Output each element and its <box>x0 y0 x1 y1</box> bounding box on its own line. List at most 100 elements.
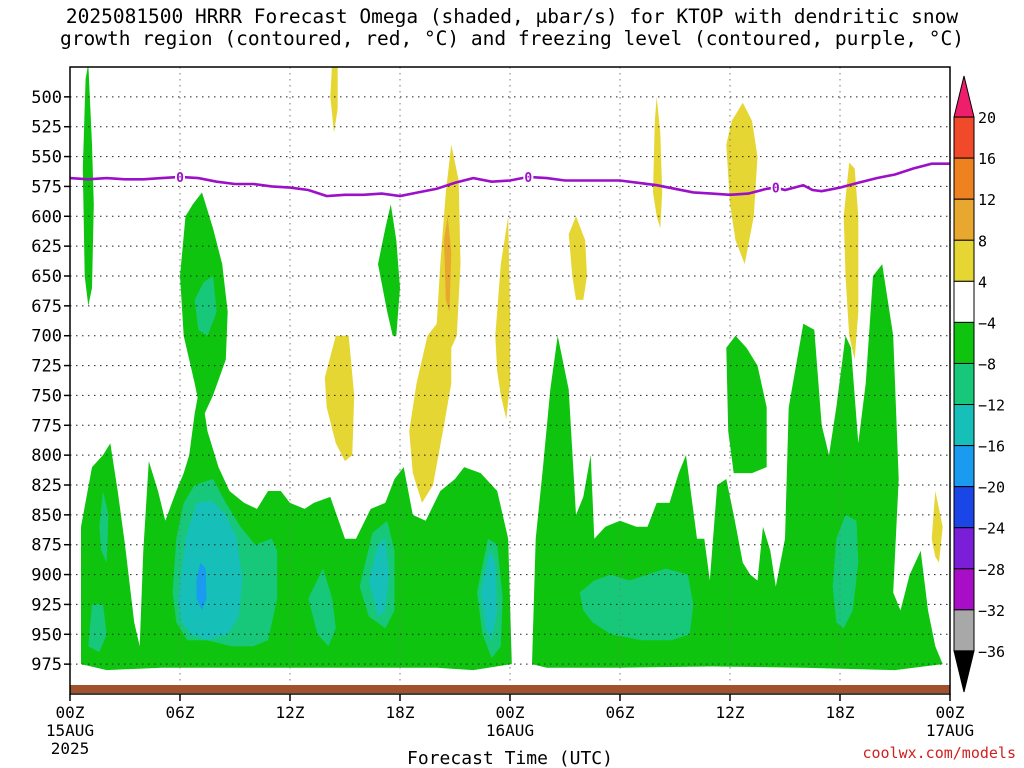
omega-region-4-0 <box>324 335 355 462</box>
colorbar-label-1: 16 <box>978 150 996 168</box>
omega-region-1-3 <box>194 276 217 336</box>
y-tick-label-875: 875 <box>31 536 62 556</box>
colorbar-swatch-0 <box>953 75 975 118</box>
colorbar-label-2: 12 <box>978 191 996 209</box>
y-tick-label-650: 650 <box>31 267 62 287</box>
colorbar-swatch-12 <box>953 568 975 611</box>
freezing-label-bg-0 <box>175 169 185 184</box>
y-tick-label-575: 575 <box>31 177 62 197</box>
omega-region-1-7 <box>579 568 694 641</box>
colorbar: 20 16 12 8 4 −4 −8 −12 −16 −20 −24 −28 −32 −36 <box>953 75 1005 693</box>
omega-region-4-7 <box>843 162 859 360</box>
x-tick-label-42: 18Z <box>826 703 855 722</box>
ground-surface <box>70 685 950 693</box>
omega-shading <box>81 67 943 671</box>
colorbar-label-11: −28 <box>978 561 1005 579</box>
y-tick-label-775: 775 <box>31 416 62 436</box>
x-tick-label-12: 12Z <box>276 703 305 722</box>
freezing-level-label-0: 0 <box>176 171 184 186</box>
x-date-label-24: 16AUG <box>486 721 534 740</box>
y-tick-label-725: 725 <box>31 357 62 377</box>
freezing-level-contour: 0 0 0 <box>70 162 950 198</box>
title-line-2: growth region (contoured, red, °C) and f… <box>60 27 964 50</box>
colorbar-swatch-10 <box>953 486 975 529</box>
x-tick-label-48: 00Z <box>936 703 965 722</box>
y-tick-label-925: 925 <box>31 595 62 615</box>
y-tick-label-550: 550 <box>31 148 62 168</box>
colorbar-swatch-9 <box>953 445 975 488</box>
y-tick-label-975: 975 <box>31 655 62 675</box>
y-tick-label-625: 625 <box>31 237 62 257</box>
x-tick-label-18: 18Z <box>386 703 415 722</box>
y-tick-label-850: 850 <box>31 506 62 526</box>
colorbar-label-8: −16 <box>978 438 1005 456</box>
x-axis-label: Forecast Time (UTC) <box>407 748 613 768</box>
y-tick-label-750: 750 <box>31 386 62 406</box>
y-tick-label-825: 825 <box>31 476 62 496</box>
chart-title: 2025081500 HRRR Forecast Omega (shaded, … <box>0 6 1024 50</box>
freezing-level-label-1: 0 <box>524 171 532 186</box>
omega-region-1-0 <box>88 604 107 653</box>
omega-region-2-1 <box>368 538 389 617</box>
colorbar-label-5: −4 <box>978 314 996 332</box>
omega-region-1-4 <box>308 568 336 647</box>
x-date-label-0: 15AUG <box>46 721 94 740</box>
colorbar-label-9: −20 <box>978 479 1005 497</box>
colorbar-swatch-2 <box>953 157 975 200</box>
colorbar-label-6: −8 <box>978 355 996 373</box>
colorbar-swatch-3 <box>953 198 975 241</box>
freezing-label-bg-1 <box>523 169 534 184</box>
omega-region-2-0 <box>178 500 243 641</box>
x-date-label-48: 17AUG <box>926 721 974 740</box>
colorbar-label-0: 20 <box>978 109 996 127</box>
omega-region-4-4 <box>568 216 587 300</box>
y-tick-label-950: 950 <box>31 625 62 645</box>
colorbar-swatch-14 <box>953 650 975 693</box>
omega-region-4-3 <box>495 216 510 420</box>
colorbar-label-3: 8 <box>978 232 987 250</box>
colorbar-swatch-1 <box>953 116 975 159</box>
y-tick-label-500: 500 <box>31 88 62 108</box>
pressure-axis: 500 525 550 575 600 625 650 675 700 725 750 775 800 8… <box>31 88 70 675</box>
colorbar-label-10: −24 <box>978 520 1005 538</box>
omega-region-3-0 <box>196 562 207 611</box>
freezing-label-bg-2 <box>770 180 781 195</box>
colorbar-swatch-6 <box>953 321 975 364</box>
colorbar-swatch-5 <box>953 280 975 323</box>
x-tick-label-36: 12Z <box>716 703 745 722</box>
freezing-level-label-2: 0 <box>772 182 780 197</box>
x-tick-label-24: 00Z <box>496 703 525 722</box>
colorbar-swatch-7 <box>953 362 975 406</box>
omega-region-1-8 <box>832 514 859 629</box>
colorbar-label-7: −12 <box>978 397 1005 415</box>
freezing-level-line <box>70 162 950 198</box>
omega-region-4-1 <box>409 323 452 503</box>
omega-region-0-4 <box>378 204 400 336</box>
omega-region-5-0 <box>444 216 452 312</box>
omega-region-4-8 <box>330 67 338 133</box>
omega-region-4-5 <box>653 96 663 229</box>
colorbar-label-4: 4 <box>978 273 987 291</box>
y-tick-label-675: 675 <box>31 297 62 317</box>
x-tick-label-6: 06Z <box>166 703 195 722</box>
y-tick-label-525: 525 <box>31 118 62 138</box>
y-tick-label-800: 800 <box>31 446 62 466</box>
grid-lines <box>70 67 950 694</box>
colorbar-swatch-8 <box>953 404 975 447</box>
title-line-1: 2025081500 HRRR Forecast Omega (shaded, … <box>65 5 959 28</box>
colorbar-label-13: −36 <box>978 643 1005 661</box>
y-tick-label-700: 700 <box>31 327 62 347</box>
omega-region-4-6 <box>726 102 758 265</box>
colorbar-label-12: −32 <box>978 602 1005 620</box>
y-tick-label-600: 600 <box>31 207 62 227</box>
omega-region-2-2 <box>480 550 498 641</box>
x-year-label-0: 2025 <box>51 739 90 758</box>
omega-region-0-5 <box>726 335 767 474</box>
colorbar-swatch-11 <box>953 527 975 570</box>
colorbar-swatch-13 <box>953 609 975 652</box>
credit-text: coolwx.com/models <box>862 744 1016 762</box>
x-tick-label-30: 06Z <box>606 703 635 722</box>
x-tick-label-0: 00Z <box>56 703 85 722</box>
